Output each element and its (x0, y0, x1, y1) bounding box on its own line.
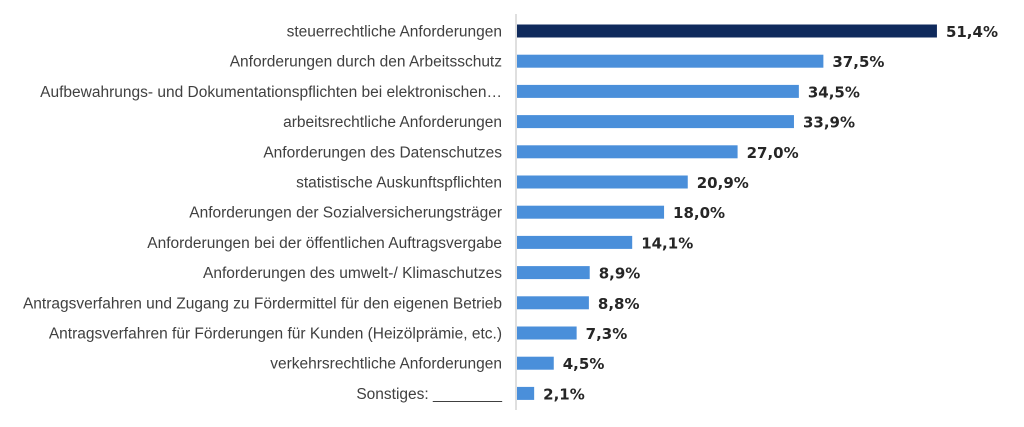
value-label: 8,8% (598, 295, 640, 313)
bar (517, 205, 665, 219)
category-label: steuerrechtliche Anforderungen (287, 24, 502, 41)
bar (517, 54, 824, 68)
value-label: 33,9% (803, 114, 855, 132)
category-label: Aufbewahrungs- und Dokumentationspflicht… (40, 84, 502, 101)
bar (517, 326, 577, 340)
value-label: 14,1% (641, 234, 693, 252)
value-label: 8,9% (599, 265, 641, 283)
value-label: 51,4% (946, 23, 998, 41)
category-label: Anforderungen des umwelt-/ Klimaschutzes (203, 265, 502, 282)
bar (517, 115, 794, 129)
category-label: Anforderungen bei der öffentlichen Auftr… (147, 235, 502, 252)
bar (517, 266, 590, 280)
bar (517, 175, 688, 189)
bar (517, 24, 937, 38)
category-labels: steuerrechtliche Anforderungen Anforderun… (23, 24, 502, 403)
bar (517, 235, 633, 249)
value-label: 2,1% (543, 385, 585, 403)
bar (517, 84, 799, 98)
value-label: 4,5% (563, 355, 605, 373)
category-label: statistische Auskunftspflichten (296, 175, 502, 192)
bar (517, 145, 738, 159)
category-label: Anforderungen der Sozialversicherungsträ… (189, 205, 502, 222)
bar (517, 356, 554, 370)
category-label: Anforderungen durch den Arbeitsschutz (230, 54, 502, 71)
category-label: Antragsverfahren für Förderungen für Kun… (49, 326, 502, 343)
value-label: 27,0% (747, 144, 799, 162)
category-label: Antragsverfahren und Zugang zu Fördermit… (23, 295, 502, 312)
bars (517, 24, 937, 400)
bar (517, 386, 535, 400)
category-label: arbeitsrechtliche Anforderungen (283, 114, 502, 131)
bar (517, 296, 589, 310)
value-label: 34,5% (808, 83, 860, 101)
value-label: 18,0% (673, 204, 725, 222)
category-label: Sonstiges: ________ (356, 386, 502, 403)
value-label: 7,3% (586, 325, 628, 343)
value-label: 37,5% (832, 53, 884, 71)
category-label: Anforderungen des Datenschutzes (263, 144, 502, 161)
value-label: 20,9% (697, 174, 749, 192)
category-label: verkehrsrechtliche Anforderungen (270, 356, 502, 373)
value-labels: 51,4% 37,5% 34,5% 33,9%27,0% 20,9% 18,0% 14,1%… (543, 23, 998, 403)
